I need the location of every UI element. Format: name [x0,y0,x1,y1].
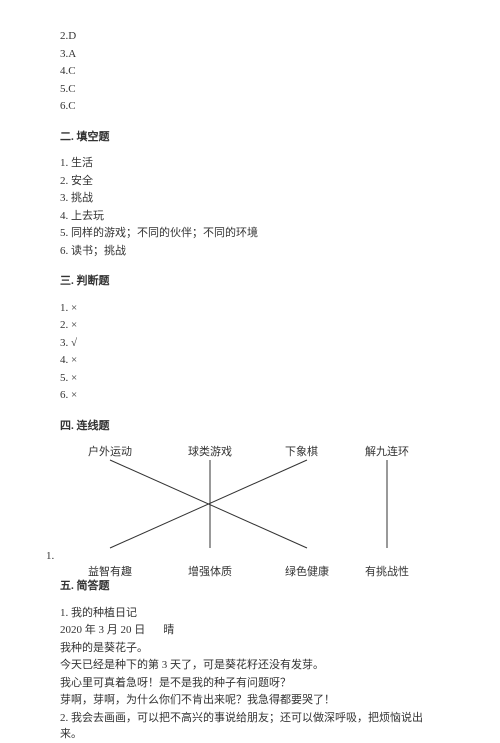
mc-ans: C [68,100,75,112]
match-bottom-label: 有挑战性 [365,564,409,581]
diary-date: 2020 年 3 月 20 日 [60,624,145,636]
mc-ans: C [68,65,75,77]
mc-item: 5.C [60,81,440,98]
fill-section-title: 二. 填空题 [60,129,440,146]
essay-line: 今天已经是种下的第 3 天了，可是葵花籽还没有发芽。 [60,657,440,674]
mc-item: 3.A [60,46,440,63]
mc-num: 6. [60,100,68,112]
judge-item: 1. × [60,300,440,317]
fill-item: 1. 生活 [60,155,440,172]
judge-item: 5. × [60,370,440,387]
judge-item: 2. × [60,317,440,334]
mc-num: 2. [60,30,68,42]
mc-ans: A [68,48,76,60]
judge-item: 3. √ [60,335,440,352]
fill-answers: 1. 生活 2. 安全 3. 挑战 4. 上去玩 5. 同样的游戏；不同的伙伴；… [60,155,440,259]
match-section-title: 四. 连线题 [60,418,440,435]
essay-line: 2. 我会去画画，可以把不高兴的事说给朋友；还可以做深呼吸，把烦恼说出来。 [60,710,440,743]
fill-item: 2. 安全 [60,173,440,190]
fill-item: 5. 同样的游戏；不同的伙伴；不同的环境 [60,225,440,242]
essay-line: 我心里可真着急呀！是不是我的种子有问题呀？ [60,675,440,692]
diary-date-line: 2020 年 3 月 20 日 晴 [60,622,440,639]
essay-line: 1. 我的种植日记 [60,605,440,622]
essay-line: 我种的是葵花子。 [60,640,440,657]
match-question-num: 1. [46,548,54,565]
fill-item: 4. 上去玩 [60,208,440,225]
fill-item: 3. 挑战 [60,190,440,207]
judge-item: 6. × [60,387,440,404]
mc-num: 4. [60,65,68,77]
match-lines [60,458,440,550]
mc-item: 6.C [60,98,440,115]
fill-item: 6. 读书；挑战 [60,243,440,260]
essay-line: 芽啊，芽啊，为什么你们不肯出来呢？我急得都要哭了！ [60,692,440,709]
judge-section-title: 三. 判断题 [60,273,440,290]
mc-num: 3. [60,48,68,60]
judge-answers: 1. × 2. × 3. √ 4. × 5. × 6. × [60,300,440,404]
match-bottom-label: 益智有趣 [88,564,132,581]
diary-weather: 晴 [163,624,174,636]
match-bottom-label: 绿色健康 [285,564,329,581]
mc-item: 4.C [60,63,440,80]
match-diagram: 户外运动 球类游戏 下象棋 解九连环 1. 益智有趣 增强体质 绿色健康 有挑战… [60,444,440,564]
multiple-choice-answers: 2.D 3.A 4.C 5.C 6.C [60,28,440,115]
mc-num: 5. [60,83,68,95]
mc-ans: C [68,83,75,95]
mc-item: 2.D [60,28,440,45]
mc-ans: D [68,30,76,42]
judge-item: 4. × [60,352,440,369]
match-section: 户外运动 球类游戏 下象棋 解九连环 1. 益智有趣 增强体质 绿色健康 有挑战… [60,444,440,564]
match-bottom-label: 增强体质 [188,564,232,581]
essay-answers: 1. 我的种植日记 2020 年 3 月 20 日 晴 我种的是葵花子。 今天已经… [60,605,440,743]
